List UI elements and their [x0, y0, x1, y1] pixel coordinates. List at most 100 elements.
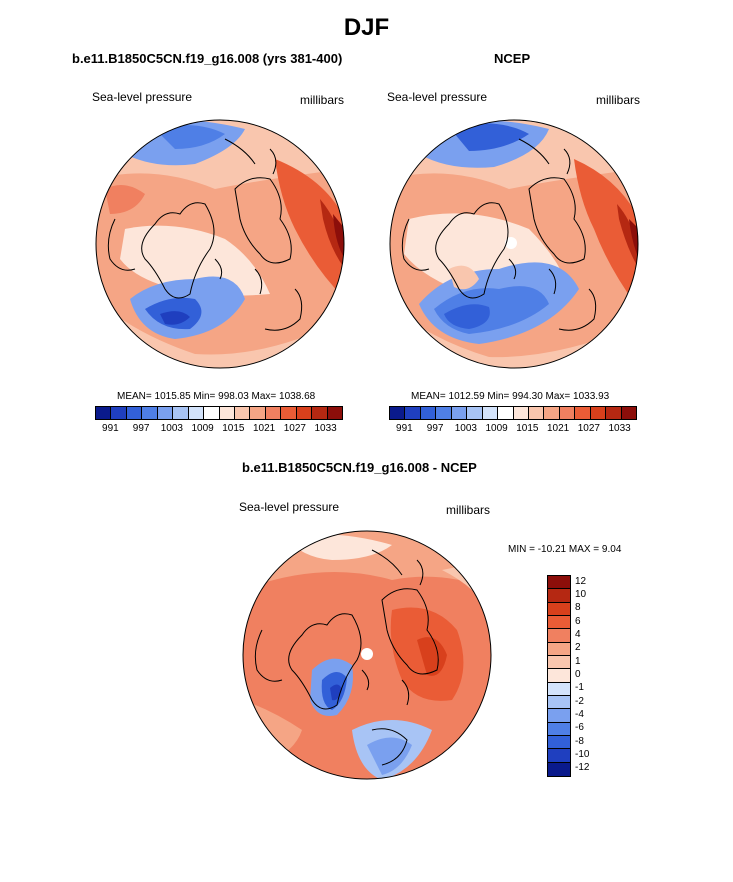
- colorbar-swatch: [312, 407, 328, 419]
- left-variable-label: Sea-level pressure: [92, 90, 193, 104]
- colorbar-label: 1033: [608, 423, 631, 434]
- colorbar-label: 1027: [283, 423, 306, 434]
- colorbar-label: 1015: [516, 423, 539, 434]
- colorbar-label: 8: [575, 602, 581, 614]
- diff-units-label: millibars: [446, 503, 491, 517]
- colorbar-swatch: [219, 407, 235, 419]
- colorbar-swatch: [420, 407, 437, 419]
- colorbar-label: 1033: [314, 423, 337, 434]
- colorbar-label: 10: [575, 589, 587, 600]
- right-variable-label: Sea-level pressure: [387, 90, 488, 104]
- diff-colorbar: [547, 575, 571, 777]
- colorbar-label: 1009: [191, 423, 214, 434]
- figure-title: DJF: [343, 14, 390, 41]
- colorbar-label: 2: [575, 642, 581, 654]
- colorbar-swatch: [436, 407, 452, 419]
- diff-variable-label: Sea-level pressure: [239, 500, 340, 514]
- colorbar-swatch: [559, 407, 576, 419]
- colorbar-swatch: [188, 407, 205, 419]
- colorbar-label: 1015: [222, 423, 245, 434]
- diff-stats: MIN = -10.21 MAX = 9.04: [508, 544, 622, 555]
- colorbar-label: -10: [575, 749, 590, 760]
- colorbar-label: 1003: [160, 423, 183, 434]
- colorbar-label: 1021: [547, 423, 570, 434]
- colorbar-label: 991: [102, 423, 119, 434]
- colorbar-swatch: [204, 407, 220, 419]
- colorbar-swatch: [548, 642, 570, 656]
- colorbar-swatch: [142, 407, 158, 419]
- colorbar-swatch: [173, 407, 189, 419]
- colorbar-swatch: [548, 695, 570, 710]
- colorbar-swatch: [621, 407, 636, 419]
- colorbar-swatch: [606, 407, 622, 419]
- colorbar-swatch: [548, 615, 570, 630]
- colorbar-swatch: [575, 407, 591, 419]
- colorbar-swatch: [544, 407, 560, 419]
- colorbar-swatch: [250, 407, 266, 419]
- colorbar-swatch: [548, 722, 570, 736]
- colorbar-swatch: [548, 735, 570, 750]
- colorbar-swatch: [548, 589, 570, 603]
- colorbar-label: -12: [575, 762, 590, 774]
- colorbar-label: 1021: [253, 423, 276, 434]
- colorbar-swatch: [513, 407, 529, 419]
- right-polar-map: [389, 119, 639, 369]
- colorbar-swatch: [96, 407, 112, 419]
- colorbar-swatch: [548, 749, 570, 763]
- colorbar-swatch: [467, 407, 483, 419]
- colorbar-swatch: [157, 407, 174, 419]
- right-colorbar: [389, 406, 637, 420]
- colorbar-label: 1: [575, 655, 581, 667]
- colorbar-label: -4: [575, 709, 584, 720]
- colorbar-swatch: [548, 655, 570, 670]
- colorbar-swatch: [498, 407, 514, 419]
- colorbar-swatch: [451, 407, 468, 419]
- colorbar-label: -8: [575, 735, 584, 747]
- colorbar-label: 1009: [485, 423, 508, 434]
- colorbar-label: -6: [575, 722, 584, 734]
- colorbar-swatch: [590, 407, 607, 419]
- colorbar-label: 997: [132, 423, 150, 434]
- colorbar-label: 991: [396, 423, 413, 434]
- right-panel-title: NCEP: [494, 51, 531, 66]
- colorbar-swatch: [548, 576, 570, 590]
- colorbar-label: 1027: [577, 423, 600, 434]
- colorbar-label: 6: [575, 615, 581, 627]
- colorbar-swatch: [548, 669, 570, 683]
- colorbar-swatch: [390, 407, 406, 419]
- right-units-label: millibars: [596, 93, 641, 107]
- left-polar-map: [95, 119, 345, 369]
- right-colorbar-labels: 991 997 1003 1009 1015 1021 1027 1033: [389, 423, 637, 437]
- colorbar-label: -2: [575, 695, 584, 707]
- colorbar-swatch: [281, 407, 297, 419]
- colorbar-swatch: [548, 629, 570, 643]
- colorbar-swatch: [111, 407, 127, 419]
- diff-colorbar-labels: 12 10 8 6 4 2 1 0 -1 -2 -4 -6 -8 -10 -12: [575, 575, 615, 775]
- colorbar-label: 0: [575, 669, 581, 680]
- colorbar-swatch: [327, 407, 342, 419]
- colorbar-label: -1: [575, 682, 584, 694]
- left-colorbar: [95, 406, 343, 420]
- colorbar-swatch: [548, 762, 570, 776]
- left-units-label: millibars: [300, 93, 345, 107]
- left-stats: MEAN= 1015.85 Min= 998.03 Max= 1038.68: [117, 391, 316, 402]
- left-panel-title: b.e11.B1850C5CN.f19_g16.008 (yrs 381-400…: [72, 51, 343, 66]
- colorbar-label: 4: [575, 629, 581, 640]
- colorbar-swatch: [265, 407, 282, 419]
- colorbar-label: 997: [426, 423, 444, 434]
- colorbar-swatch: [234, 407, 251, 419]
- colorbar-swatch: [405, 407, 421, 419]
- colorbar-swatch: [548, 682, 570, 696]
- colorbar-label: 12: [575, 575, 587, 587]
- colorbar-swatch: [296, 407, 313, 419]
- colorbar-label: 1003: [454, 423, 477, 434]
- left-colorbar-labels: 991 997 1003 1009 1015 1021 1027 1033: [95, 423, 343, 437]
- diff-panel-title: b.e11.B1850C5CN.f19_g16.008 - NCEP: [242, 460, 477, 475]
- colorbar-swatch: [548, 602, 570, 616]
- colorbar-swatch: [548, 709, 570, 723]
- colorbar-swatch: [528, 407, 545, 419]
- right-stats: MEAN= 1012.59 Min= 994.30 Max= 1033.93: [411, 391, 610, 402]
- diff-polar-map: [242, 530, 492, 780]
- colorbar-swatch: [126, 407, 143, 419]
- colorbar-swatch: [482, 407, 499, 419]
